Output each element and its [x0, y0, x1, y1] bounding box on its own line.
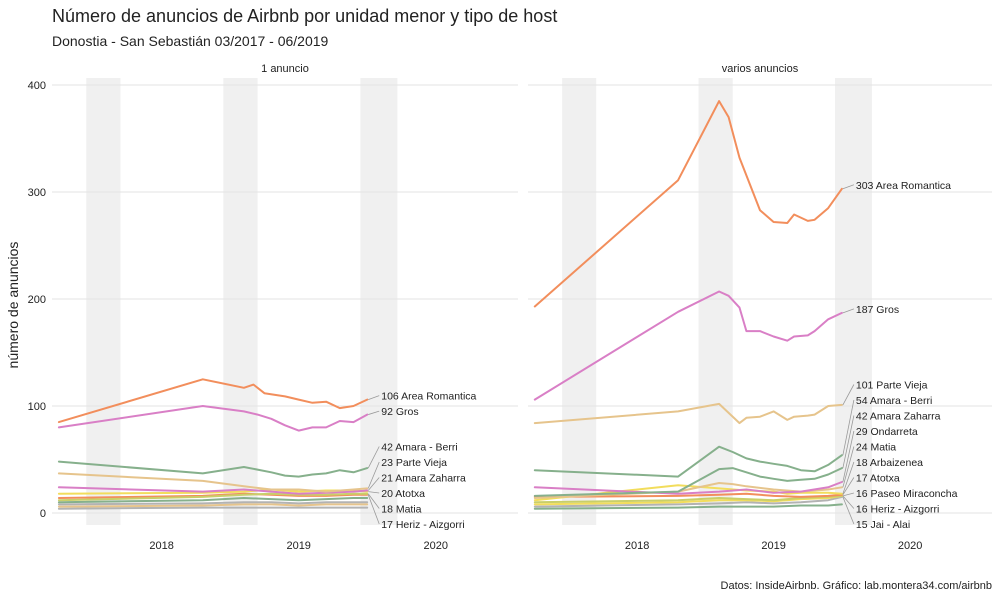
- shaded-band: [360, 78, 398, 525]
- series-end-label: 16 Heriz - Aizgorri: [856, 504, 939, 516]
- series-line: [57, 497, 369, 504]
- series-end-label: 42 Amara - Berri: [381, 442, 457, 454]
- x-tick-label: 2018: [625, 540, 649, 552]
- label-leader: [842, 461, 855, 494]
- series-line: [533, 467, 843, 497]
- series-line: [57, 460, 369, 478]
- series-end-label: 54 Amara - Berri: [856, 395, 932, 407]
- label-leader: [842, 399, 855, 456]
- panel-title: 1 anuncio: [261, 63, 309, 75]
- label-leader: [842, 492, 854, 497]
- y-tick-label: 300: [28, 187, 46, 199]
- label-leader: [842, 477, 855, 496]
- y-tick-label: 400: [28, 80, 46, 92]
- label-leader: [842, 415, 855, 469]
- y-tick-label: 0: [40, 508, 46, 520]
- shaded-band: [223, 78, 258, 525]
- label-leader: [842, 308, 855, 314]
- label-leader: [368, 395, 380, 400]
- x-tick-label: 2020: [898, 540, 922, 552]
- label-leader: [842, 496, 855, 525]
- panel-title: varios anuncios: [722, 63, 799, 75]
- panel-1: 1 anuncio 0 100 200 300 400 2018 2019 2020 106 Ar…: [28, 63, 518, 552]
- series-end-label: 20 Atotxa: [381, 488, 425, 500]
- series-end-label: 18 Arbaizenea: [856, 457, 923, 469]
- series-line: [533, 503, 843, 510]
- y-tick-label: 200: [28, 294, 46, 306]
- x-tick-label: 2019: [761, 540, 785, 552]
- series-end-label: 42 Amara Zaharra: [856, 411, 941, 423]
- series-line: [533, 100, 843, 308]
- series-line: [533, 492, 843, 498]
- label-leader: [842, 384, 855, 406]
- series-line: [533, 290, 843, 401]
- label-leader: [842, 495, 855, 509]
- series-end-label: 15 Jai - Alai: [856, 519, 910, 531]
- shaded-band: [86, 78, 121, 525]
- label-leader: [367, 446, 380, 469]
- series-end-label: 21 Amara Zaharra: [381, 473, 466, 485]
- series-end-label: 303 Area Romantica: [856, 180, 951, 192]
- chart-caption: Datos: InsideAirbnb. Gráfico: lab.monter…: [721, 580, 992, 592]
- label-leader: [842, 184, 855, 190]
- label-leader: [367, 477, 380, 491]
- label-leader: [842, 430, 855, 483]
- x-tick-label: 2018: [149, 540, 173, 552]
- label-leader: [367, 493, 380, 509]
- series-end-label: 17 Atotxa: [856, 473, 900, 485]
- series-end-label: 187 Gros: [856, 304, 899, 316]
- series-end-label: 106 Area Romantica: [381, 391, 476, 403]
- plot-layer: 1 anuncio 0 100 200 300 400 2018 2019 2020 106 Ar…: [28, 63, 992, 552]
- series-line: [57, 378, 369, 424]
- panel-2: varios anuncios 2018 2019 2020 303 Area Roma…: [528, 63, 992, 552]
- series-end-label: 17 Heriz - Aizgorri: [381, 519, 464, 531]
- chart-subtitle: Donostia - San Sebastián 03/2017 - 06/20…: [52, 33, 329, 49]
- series-line: [533, 484, 843, 502]
- series-end-label: 24 Matia: [856, 442, 896, 454]
- series-line: [533, 494, 843, 504]
- x-tick-label: 2019: [286, 540, 310, 552]
- series-line: [57, 492, 369, 502]
- series-line: [533, 445, 843, 478]
- series-line: [533, 495, 843, 508]
- series-line: [533, 494, 843, 506]
- label-leader: [367, 494, 380, 525]
- series-end-label: 16 Paseo Miraconcha: [856, 488, 958, 500]
- series-line: [57, 506, 369, 510]
- series-end-label: 23 Parte Vieja: [381, 457, 447, 469]
- series-line: [57, 472, 369, 493]
- y-axis-label: número de anuncios: [5, 242, 21, 369]
- shaded-band: [835, 78, 872, 525]
- series-line: [57, 486, 369, 495]
- series-end-label: 101 Parte Vieja: [856, 380, 928, 392]
- series-line: [57, 405, 369, 432]
- label-leader: [368, 491, 380, 494]
- series-end-label: 92 Gros: [381, 406, 418, 418]
- series-line: [57, 501, 369, 506]
- series-line: [533, 481, 843, 495]
- x-tick-label: 2020: [424, 540, 448, 552]
- y-tick-label: 100: [28, 401, 46, 413]
- series-line: [57, 503, 369, 508]
- label-leader: [842, 446, 855, 488]
- chart-title: Número de anuncios de Airbnb por unidad …: [52, 6, 557, 26]
- series-line: [57, 492, 369, 499]
- series-end-label: 18 Matia: [381, 504, 421, 516]
- label-leader: [367, 461, 380, 489]
- label-leader: [368, 410, 380, 415]
- series-line: [533, 482, 843, 499]
- series-end-label: 29 Ondarreta: [856, 426, 918, 438]
- series-line: [533, 402, 843, 425]
- shaded-band: [562, 78, 597, 525]
